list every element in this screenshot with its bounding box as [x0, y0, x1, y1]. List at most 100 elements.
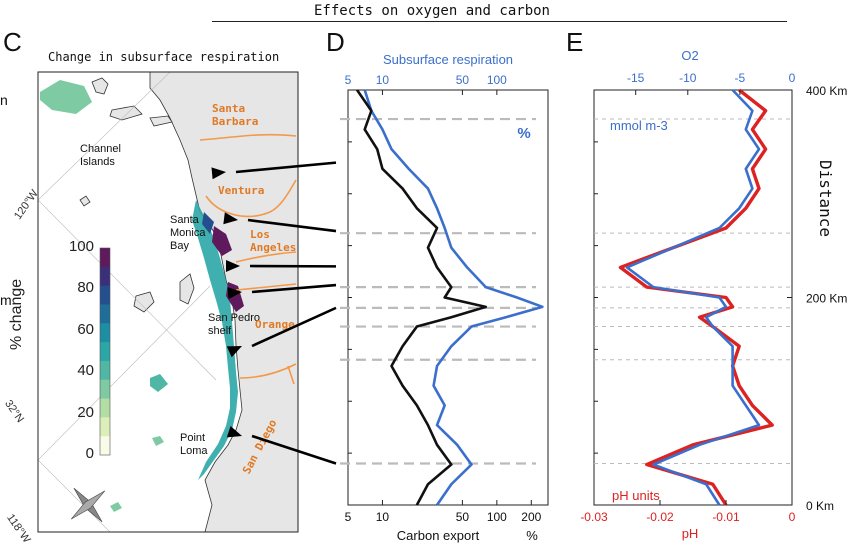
- colorbar-segment: [100, 342, 110, 362]
- respiration-hotspot-3: [202, 212, 214, 234]
- channel-island-2: [109, 105, 143, 121]
- colorbar-segment: [100, 323, 110, 343]
- panel-e-top-tick-label: -10: [679, 71, 697, 85]
- respiration-patch-1: [40, 80, 92, 114]
- channel-island-4: [79, 195, 91, 207]
- colorbar-segment: [100, 304, 110, 324]
- panel-d-bottom-tick-label: 5: [345, 510, 352, 524]
- colorbar-segment: [100, 417, 110, 437]
- region-label: Los Angeles: [250, 228, 297, 254]
- colorbar-tick-label: 100: [68, 238, 94, 255]
- colorbar-frame: [99, 247, 111, 456]
- colorbar-tick-label: 20: [77, 403, 94, 421]
- colorbar-segment: [100, 398, 110, 418]
- panel-e-top-axis-label: O2: [681, 48, 698, 63]
- boundary-los-angeles: [235, 251, 297, 263]
- land-mass: [149, 72, 298, 532]
- panel-e-top-tick-label: -15: [627, 71, 645, 85]
- panel-e-o2-unit: mmol m-3: [610, 118, 668, 133]
- panel-d-bottom-tick-label: 200: [521, 510, 541, 524]
- panel-d-top-tick-label: 50: [456, 73, 470, 87]
- panel-d-export-line: [355, 89, 488, 506]
- colorbar: [99, 247, 111, 456]
- panel-e-distance-label: 0 Km: [806, 499, 834, 513]
- compass-rose-icon: [70, 487, 106, 523]
- map-arrow-head: [227, 287, 242, 300]
- map-arrow-line: [247, 218, 337, 233]
- map-arrow-head: [226, 346, 242, 358]
- respiration-band: [192, 200, 238, 480]
- channel-island-3: [149, 115, 173, 127]
- panel-letter-c: C: [3, 27, 22, 57]
- colorbar-segment: [100, 360, 110, 381]
- place-label: San Pedro shelf: [208, 312, 260, 337]
- colorbar-segment: [100, 248, 110, 268]
- colorbar-segment: [100, 379, 110, 400]
- panel-d-top-tick-label: 10: [376, 73, 390, 87]
- panel-e-bottom-axis-label: pH: [682, 526, 699, 541]
- map-title: Change in subsurface respiration: [48, 50, 280, 64]
- panel-e-distance-label: 400 Km: [806, 84, 847, 98]
- map-arrow-head: [225, 259, 240, 272]
- place-label: Point Loma: [180, 432, 208, 457]
- map-arrow-line: [251, 283, 337, 294]
- boundary-orange: [235, 283, 297, 291]
- place-label: Santa Monica Bay: [170, 214, 206, 252]
- panel-e-top-tick-label: 0: [789, 71, 796, 85]
- graticule-lines: [38, 72, 217, 532]
- map-arrow-head: [211, 167, 226, 180]
- panel-d-top-tick-label: 5: [345, 73, 352, 87]
- colorbar-tick-label: 40: [77, 362, 94, 380]
- panel-d-bottom-tick-label: 10: [376, 510, 390, 524]
- figure-header: Effects on oxygen and carbon: [0, 0, 864, 24]
- colorbar-segment: [100, 285, 110, 305]
- channel-island-6: [133, 291, 155, 313]
- panel-e-bottom-tick-label: -0.01: [712, 510, 740, 524]
- panel-d-top-tick-label: 100: [487, 73, 507, 87]
- map-arrow-line: [251, 434, 337, 465]
- region-label: Ventura: [218, 184, 265, 197]
- map-arrow-head: [223, 212, 238, 225]
- panel-e-o2-line: [625, 89, 761, 506]
- header-rule: [212, 21, 787, 22]
- panel-d-top-unit: %: [517, 125, 530, 142]
- place-label: Channel Islands: [80, 143, 121, 168]
- boundary-ventura: [205, 179, 297, 218]
- colorbar-segment: [100, 266, 110, 287]
- respiration-patch-3: [152, 436, 164, 446]
- channel-island-5: [179, 273, 195, 305]
- distance-axis-title: Distance: [816, 160, 835, 238]
- colorbar-tick-label: 0: [85, 445, 94, 462]
- boundary-santa-barbara: [199, 133, 297, 141]
- panel-d-respiration-line: [363, 89, 544, 506]
- colorbar-tick-label: 60: [77, 320, 94, 338]
- panel-e-bottom-tick-label: 0: [789, 510, 796, 524]
- header-title: Effects on oxygen and carbon: [313, 3, 550, 19]
- panel-letter-d: D: [326, 27, 345, 57]
- panel-e-ph-line: [618, 88, 774, 506]
- colorbar-tick-label: 80: [77, 279, 94, 297]
- map-arrow-line: [235, 161, 337, 174]
- panel-letter-e: E: [566, 27, 584, 57]
- respiration-hotspot-1: [212, 226, 232, 256]
- map-arrow-head: [226, 425, 242, 438]
- map-frame: [37, 71, 299, 533]
- map-arrow-line: [251, 306, 337, 348]
- panel-d-bottom-tick-label: 50: [456, 510, 470, 524]
- panel-e-bottom-tick-label: -0.03: [580, 510, 608, 524]
- panel-d-bottom-unit: %: [526, 528, 538, 543]
- panel-d-top-axis-label: Subsurface respiration: [383, 52, 513, 67]
- panel-e-ph-unit: pH units: [612, 488, 660, 503]
- panel-e-bottom-tick-label: -0.02: [646, 510, 674, 524]
- region-label: Orange: [255, 318, 295, 331]
- colorbar-segment: [100, 436, 110, 456]
- panel-d-bottom-axis-label: Carbon export: [397, 528, 480, 543]
- channel-island-1: [91, 77, 109, 95]
- respiration-patch-2: [150, 374, 168, 392]
- left-edge-letter-top: n: [0, 92, 8, 108]
- panel-e-top-tick-label: -5: [735, 71, 746, 85]
- panel-d-bottom-tick-label: 100: [487, 510, 507, 524]
- panel-e-distance-label: 200 Km: [806, 292, 847, 306]
